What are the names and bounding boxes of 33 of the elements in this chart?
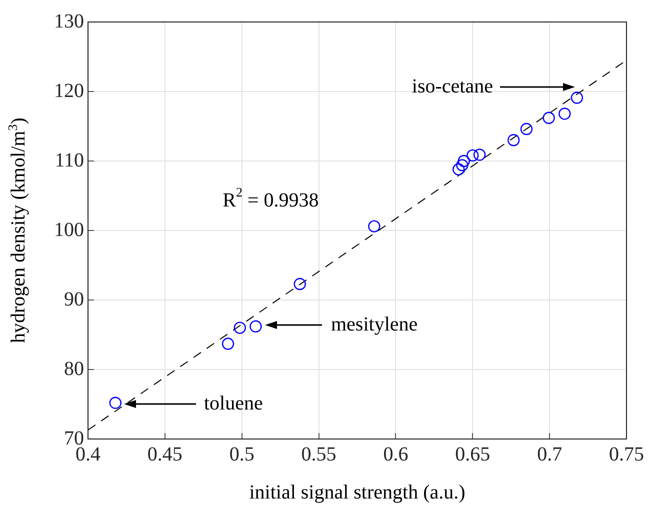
point [458,154,470,168]
point [250,320,262,333]
annotation: toluene [204,392,263,414]
y-tick-label: 130 [54,10,84,32]
x-tick-label: 0.75 [609,443,644,466]
point [520,122,533,136]
point [234,322,246,334]
point [473,148,486,161]
point [466,149,479,162]
point [452,163,465,176]
point [570,92,584,104]
point [542,112,555,124]
x-tick-label: 0.6 [383,443,408,466]
y-tick-label: 80 [64,358,84,380]
x-tick-label: 0.55 [301,443,336,466]
y-tick-label: 90 [64,288,84,310]
x-tick-label: 0.7 [537,443,562,466]
y-tick-label: 100 [54,218,84,241]
point [294,278,306,290]
point [109,396,122,409]
x-tick-label: 0.45 [147,443,182,466]
x-axis-title: initial signal strength (a.u.) [249,481,466,504]
y-tick-label: 110 [54,149,84,172]
x-tick-label: 0.65 [455,443,490,466]
annotation: mesitylene [331,313,418,336]
point [222,338,234,350]
annotation: iso-cetane [412,75,494,98]
point [456,159,468,172]
point [368,220,380,232]
point [507,134,520,146]
x-tick-label: 0.5 [229,443,254,466]
point [558,108,571,120]
y-tick-label: 120 [54,80,84,102]
